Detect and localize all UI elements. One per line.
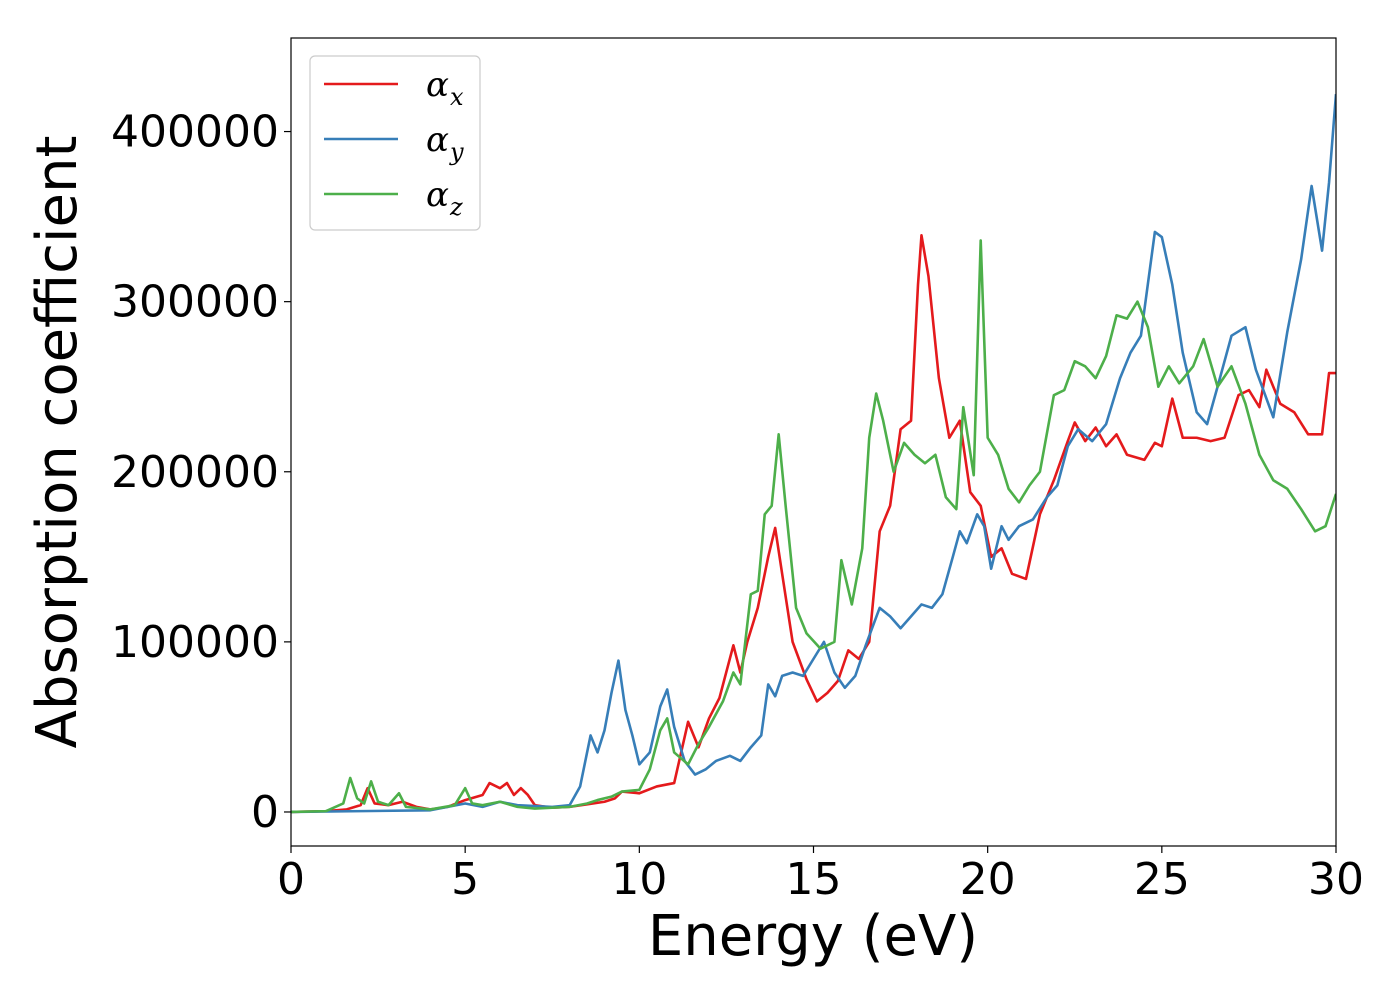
x-tick-label: 15 xyxy=(786,854,842,905)
legend-box xyxy=(309,55,481,231)
x-tick-label: 30 xyxy=(1308,854,1364,905)
legend-label-base: α xyxy=(426,175,449,215)
y-axis-ticks: 0 100000 200000 300000 400000 xyxy=(111,107,291,838)
x-tick-label: 5 xyxy=(451,854,479,905)
x-axis-ticks: 0 5 10 15 20 25 30 xyxy=(277,846,1364,905)
series-line-x xyxy=(291,234,1336,814)
x-tick-label: 0 xyxy=(277,854,305,905)
y-tick-label: 400000 xyxy=(111,107,279,158)
legend-label-sub: y xyxy=(449,138,464,166)
legend-label-z: αz xyxy=(426,175,463,221)
legend-label-base: α xyxy=(426,120,449,160)
series-line-y xyxy=(291,94,1336,814)
x-tick-label: 10 xyxy=(611,854,667,905)
x-tick-label: 25 xyxy=(1134,854,1190,905)
x-tick-label: 20 xyxy=(960,854,1016,905)
legend-label-y: αy xyxy=(426,120,464,166)
y-tick-label: 0 xyxy=(251,787,279,838)
legend-label-base: α xyxy=(426,65,449,105)
y-tick-label: 200000 xyxy=(111,447,279,498)
y-tick-label: 300000 xyxy=(111,277,279,328)
legend-label-sub: x xyxy=(450,83,464,111)
series-layer xyxy=(291,94,1336,814)
series-line-z xyxy=(291,239,1336,814)
legend-label-x: αx xyxy=(426,65,464,111)
y-axis-title: Absorption coefficient xyxy=(25,136,90,749)
legend-label-sub: z xyxy=(449,193,463,221)
y-tick-label: 100000 xyxy=(111,617,279,668)
x-axis-title: Energy (eV) xyxy=(648,904,978,969)
